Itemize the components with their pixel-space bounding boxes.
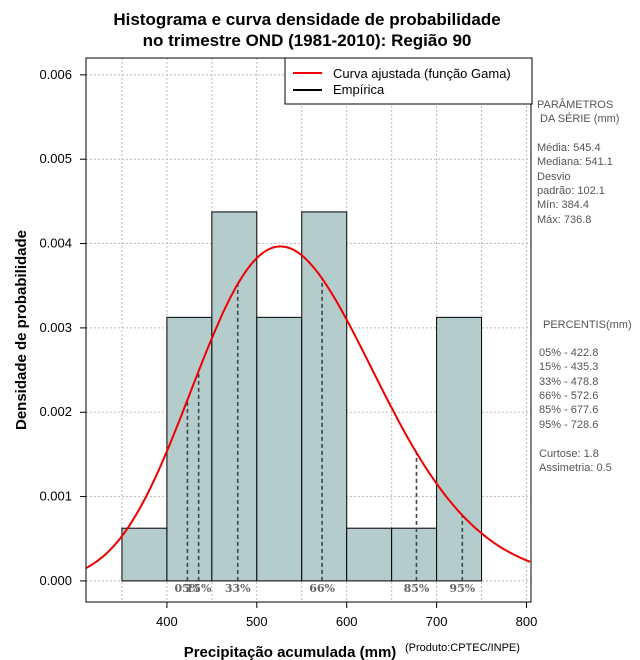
fitted-curve-layer [85,245,531,569]
legend-empirical-label: Empírica [333,82,385,97]
stat-sd: padrão: 102.1 [537,185,605,197]
series-parameters-panel: PARÂMETROS DA SÉRIE (mm) Média: 545.4 Me… [537,98,632,474]
pct-line-66: 66% - 572.6 [539,390,598,402]
chart-title-line-2: no trimestre OND (1981-2010): Região 90 [143,31,472,50]
params-title-1: PARÂMETROS [537,98,613,111]
percentile-label: 85% [404,582,430,595]
percentile-label: 33% [225,582,251,595]
y-tick-label: 0.004 [39,236,72,251]
stat-kurtosis: Curtose: 1.8 [539,448,599,460]
percentile-lines: 05%15% 33% 66% 85% 95% [175,278,476,595]
x-tick-label: 400 [156,614,178,629]
percentile-label: 66% [309,582,335,595]
y-tick-label: 0.001 [39,489,72,504]
x-tick-label: 500 [246,614,268,629]
y-tick-label: 0.006 [39,67,72,82]
histogram-bar [256,316,303,582]
x-tick-label: 800 [516,614,538,629]
histogram-bars [121,211,483,582]
histogram-bar [391,527,438,582]
x-axis-label: Precipitação acumulada (mm) [184,644,397,660]
y-tick-label: 0.000 [39,573,72,588]
stat-mean: Média: 545.4 [537,142,601,154]
percentile-label: 95% [449,582,475,595]
stat-median: Mediana: 541.1 [537,156,613,168]
pct-line-85: 85% - 677.6 [539,404,598,416]
histogram-bar [121,527,168,582]
pct-line-33: 33% - 478.8 [539,376,598,388]
x-tick-label: 600 [336,614,358,629]
pct-line-95: 95% - 728.6 [539,419,598,431]
axes: 400 500 600 700 800 0.000 0.001 0.002 0.003 0.004… [39,67,537,629]
stat-sd-label: Desvio [537,171,571,183]
stat-min: Mín: 384.4 [537,199,589,211]
histogram-bar [436,316,483,582]
histogram-bar [211,211,258,582]
histogram-bar [301,211,348,582]
params-title-2: DA SÉRIE (mm) [540,112,619,125]
y-axis-label: Densidade de probabilidade [13,230,30,430]
legend-curve-label: Curva ajustada (função Gama) [333,66,511,81]
product-credit: (Produto:CPTEC/INPE) [405,642,520,654]
legend-box [284,57,533,105]
percentiles-title: PERCENTIS(mm) [543,319,632,331]
pct-line-05: 05% - 422.8 [539,347,598,359]
pct-line-15: 15% - 435.3 [539,361,598,373]
histogram-bar [346,527,393,582]
stat-skewness: Assimetria: 0.5 [539,462,612,474]
legend: Curva ajustada (função Gama) Empírica [284,57,533,105]
y-tick-label: 0.003 [39,320,72,335]
chart-title-line-1: Histograma e curva densidade de probabil… [113,10,500,29]
y-tick-label: 0.005 [39,151,72,166]
x-tick-label: 700 [426,614,448,629]
percentile-label: 05% [175,582,201,595]
y-tick-label: 0.002 [39,404,72,419]
fitted-gamma-curve [85,245,531,569]
stat-max: Máx: 736.8 [537,214,591,226]
percentile-label: 15% [186,582,212,595]
